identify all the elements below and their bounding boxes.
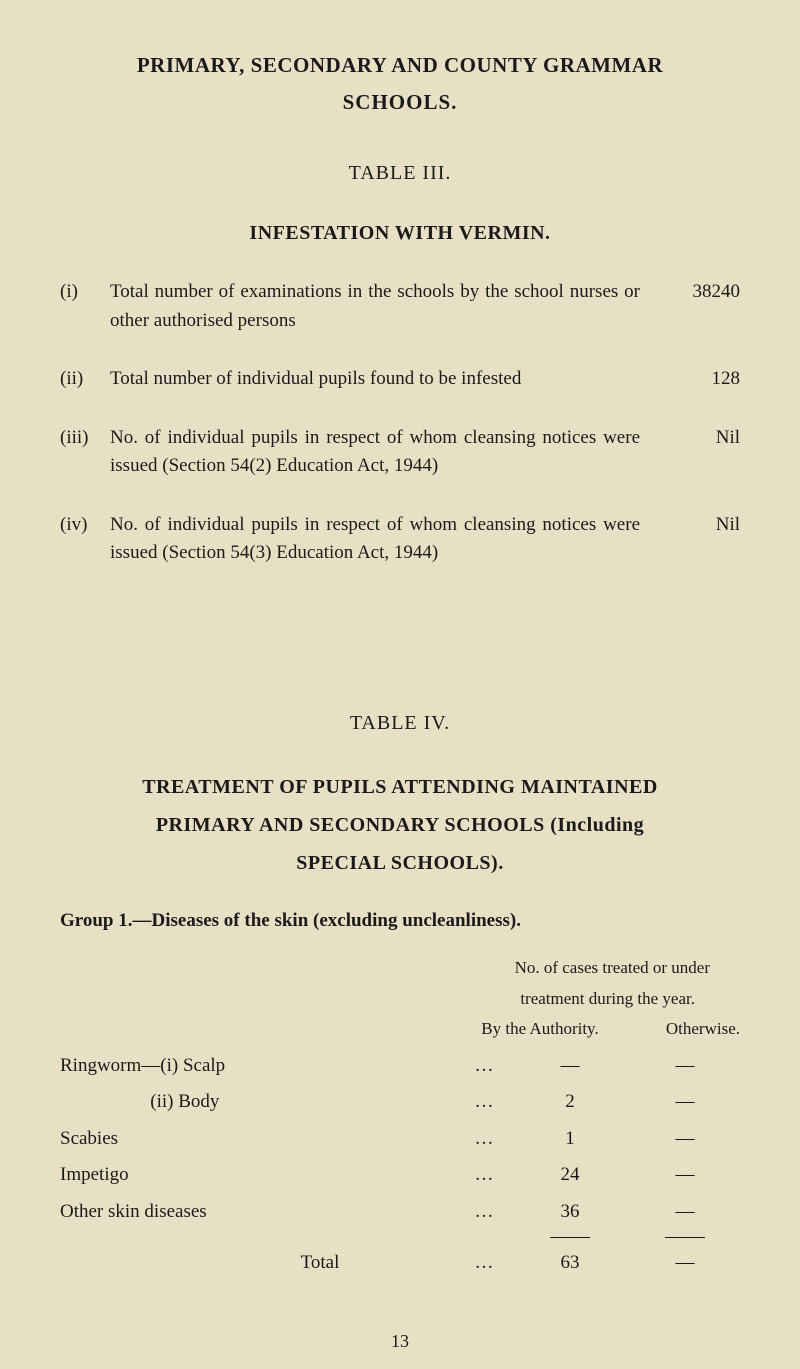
row-col2: — <box>630 1052 740 1081</box>
table-4-heading: TREATMENT OF PUPILS ATTENDING MAINTAINED… <box>60 768 740 882</box>
row-col2: — <box>630 1088 740 1117</box>
table-3-item: (i) Total number of examinations in the … <box>60 278 740 335</box>
table-row: Other skin diseases … 36 — <box>60 1198 740 1227</box>
column-otherwise: Otherwise. <box>630 1016 740 1042</box>
underline <box>665 1237 705 1238</box>
item-value: 128 <box>660 365 740 394</box>
item-text: Total number of individual pupils found … <box>110 365 660 394</box>
heading-line: SPECIAL SCHOOLS). <box>296 852 503 874</box>
row-col2: — <box>630 1125 740 1154</box>
row-col2: — <box>630 1161 740 1190</box>
divider-row <box>60 1234 740 1241</box>
main-title-line1: PRIMARY, SECONDARY AND COUNTY GRAMMAR <box>60 50 740 82</box>
row-dots: … <box>460 1125 510 1154</box>
total-col2: — <box>630 1249 740 1278</box>
row-col1: — <box>510 1052 630 1081</box>
page-number: 13 <box>60 1328 740 1355</box>
total-col1: 63 <box>510 1249 630 1278</box>
row-dots: … <box>460 1052 510 1081</box>
row-dots: … <box>460 1161 510 1190</box>
column-authority: By the Authority. <box>450 1016 630 1042</box>
row-label: Impetigo <box>60 1161 460 1190</box>
table-row: Scabies … 1 — <box>60 1125 740 1154</box>
underline <box>550 1237 590 1238</box>
main-title-line2: SCHOOLS. <box>60 87 740 119</box>
table-3-item: (iv) No. of individual pupils in respect… <box>60 511 740 568</box>
row-col1: 36 <box>510 1198 630 1227</box>
heading-line: PRIMARY AND SECONDARY SCHOOLS (Including <box>156 814 644 836</box>
row-label: Scabies <box>60 1125 460 1154</box>
heading-line: TREATMENT OF PUPILS ATTENDING MAINTAINED <box>142 776 658 798</box>
row-col1: 2 <box>510 1088 630 1117</box>
total-label: Total <box>60 1249 460 1278</box>
row-col1: 1 <box>510 1125 630 1154</box>
row-dots: … <box>460 1198 510 1227</box>
table-row: (ii) Body … 2 — <box>60 1088 740 1117</box>
column-header-line2: treatment during the year. <box>60 986 740 1012</box>
item-number: (i) <box>60 278 110 307</box>
row-label: Ringworm—(i) Scalp <box>60 1052 460 1081</box>
row-dots: … <box>460 1249 510 1278</box>
item-number: (iv) <box>60 511 110 540</box>
table-3-heading: INFESTATION WITH VERMIN. <box>60 218 740 248</box>
total-row: Total … 63 — <box>60 1249 740 1278</box>
row-col1: 24 <box>510 1161 630 1190</box>
item-text: No. of individual pupils in respect of w… <box>110 424 660 481</box>
item-value: 38240 <box>660 278 740 307</box>
item-value: Nil <box>660 424 740 453</box>
column-header-line1: No. of cases treated or under <box>60 955 740 981</box>
table-3-item: (ii) Total number of individual pupils f… <box>60 365 740 394</box>
group-1-heading: Group 1.—Diseases of the skin (excluding… <box>60 907 740 936</box>
item-text: No. of individual pupils in respect of w… <box>110 511 660 568</box>
column-subheaders: By the Authority. Otherwise. <box>60 1016 740 1042</box>
row-label: (ii) Body <box>60 1088 460 1117</box>
item-number: (iii) <box>60 424 110 453</box>
row-label: Other skin diseases <box>60 1198 460 1227</box>
table-3-label: TABLE III. <box>60 158 740 188</box>
table-3-item: (iii) No. of individual pupils in respec… <box>60 424 740 481</box>
table-row: Ringworm—(i) Scalp … — — <box>60 1052 740 1081</box>
table-4-label: TABLE IV. <box>60 708 740 738</box>
item-value: Nil <box>660 511 740 540</box>
row-dots: … <box>460 1088 510 1117</box>
table-row: Impetigo … 24 — <box>60 1161 740 1190</box>
item-text: Total number of examinations in the scho… <box>110 278 660 335</box>
row-col2: — <box>630 1198 740 1227</box>
item-number: (ii) <box>60 365 110 394</box>
